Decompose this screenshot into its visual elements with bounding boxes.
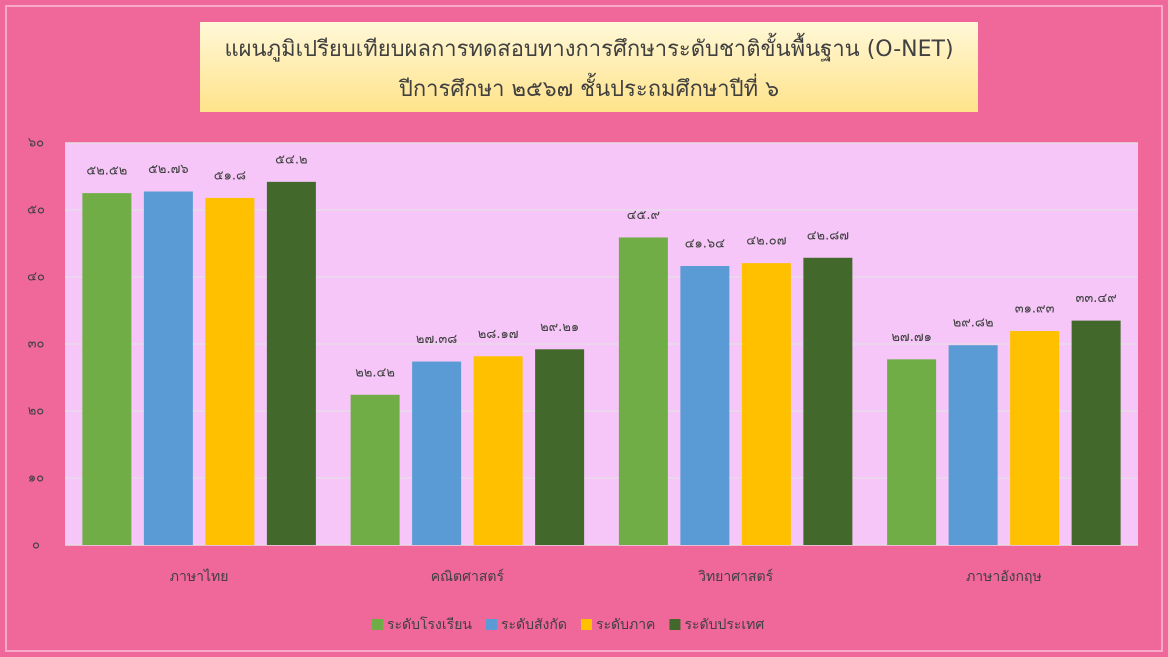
bar	[1010, 331, 1060, 545]
value-label: ๒๙.๒๑	[540, 320, 579, 335]
bar	[535, 349, 585, 545]
legend-label: ระดับสังกัด	[501, 617, 567, 633]
bar	[1071, 320, 1121, 545]
value-label: ๒๗.๓๘	[416, 332, 457, 347]
bar	[473, 356, 523, 545]
value-label: ๒๘.๑๗	[478, 327, 519, 342]
title-box	[200, 22, 978, 112]
legend-label: ระดับโรงเรียน	[387, 616, 472, 633]
value-label: ๓๓.๔๙	[1075, 291, 1116, 306]
bar	[412, 361, 462, 545]
value-label: ๒๗.๗๑	[891, 330, 932, 345]
bar	[143, 191, 193, 545]
y-tick-label: ๑๐	[28, 471, 44, 486]
legend-swatch	[669, 619, 681, 630]
y-tick-label: ๔๐	[27, 270, 45, 285]
frame	[5, 5, 1163, 652]
x-tick-label: คณิตศาสตร์	[431, 568, 505, 585]
value-label: ๔๒.๐๗	[746, 234, 786, 249]
legend-swatch	[485, 619, 497, 630]
bar	[948, 345, 998, 545]
value-label: ๔๕.๙	[627, 208, 660, 223]
legend-swatch	[372, 619, 383, 630]
x-tick-label: ภาษาไทย	[170, 568, 229, 585]
x-tick-label: วิทยาศาสตร์	[698, 568, 774, 585]
y-tick-label: ๖๐	[28, 136, 44, 151]
y-tick-label: ๒๐	[28, 404, 45, 419]
value-label: ๔๒.๘๗	[807, 228, 849, 243]
value-label: ๒๙.๘๒	[953, 316, 994, 331]
bar	[741, 263, 791, 545]
value-label: ๒๒.๔๒	[355, 365, 395, 380]
legend-swatch	[580, 619, 592, 630]
x-tick-label: ภาษาอังกฤษ	[966, 569, 1042, 585]
bar	[618, 237, 668, 545]
y-tick-label: ๓๐	[28, 337, 45, 352]
bar	[266, 181, 316, 546]
chart-subtitle: ปีการศึกษา ๒๕๖๗ ชั้นประถมศึกษาปีที่ ๖	[398, 73, 779, 102]
value-label: ๔๑.๖๔	[685, 237, 725, 252]
value-label: ๕๒.๕๒	[86, 164, 127, 179]
value-label: ๕๒.๗๖	[148, 162, 189, 177]
bar	[205, 197, 255, 545]
legend-label: ระดับประเทศ	[684, 617, 764, 633]
bar	[350, 394, 400, 545]
y-tick-label: ๕๐	[27, 203, 45, 218]
legend-label: ระดับภาค	[596, 617, 655, 633]
chart-title: แผนภูมิเปรียบเทียบผลการทดสอบทางการศึกษาร…	[224, 33, 953, 62]
bar	[680, 266, 730, 545]
bar	[887, 359, 937, 545]
y-tick-label: ๐	[32, 538, 40, 553]
value-label: ๕๑.๘	[214, 168, 246, 183]
value-label: ๕๔.๒	[275, 152, 307, 167]
bar	[82, 193, 132, 545]
bar	[803, 257, 853, 545]
value-label: ๓๑.๙๓	[1015, 302, 1055, 317]
